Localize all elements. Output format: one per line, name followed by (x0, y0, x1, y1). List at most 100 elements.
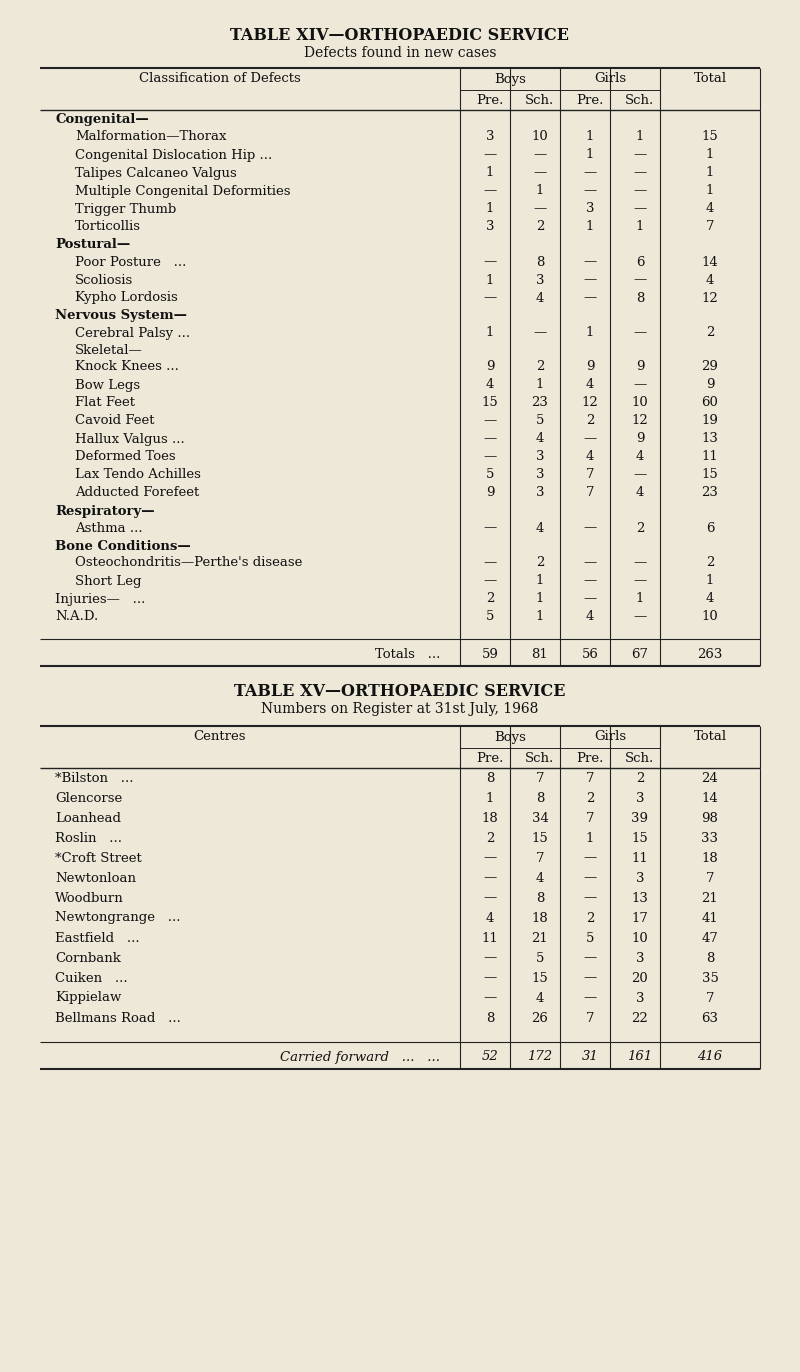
Text: 1: 1 (706, 184, 714, 198)
Text: 18: 18 (482, 811, 498, 825)
Text: Totals   ...: Totals ... (374, 648, 440, 660)
Text: —: — (534, 327, 546, 339)
Text: —: — (634, 468, 646, 482)
Text: 7: 7 (706, 992, 714, 1004)
Text: Cerebral Palsy ...: Cerebral Palsy ... (75, 327, 190, 339)
Text: —: — (483, 852, 497, 864)
Text: 47: 47 (702, 932, 718, 944)
Text: 6: 6 (706, 521, 714, 535)
Text: Knock Knees ...: Knock Knees ... (75, 361, 179, 373)
Text: —: — (534, 203, 546, 215)
Text: 5: 5 (536, 414, 544, 428)
Text: Glencorse: Glencorse (55, 792, 122, 804)
Text: 15: 15 (632, 831, 648, 845)
Text: 2: 2 (706, 327, 714, 339)
Text: 1: 1 (486, 273, 494, 287)
Text: —: — (534, 166, 546, 180)
Text: —: — (583, 992, 597, 1004)
Text: 3: 3 (486, 130, 494, 144)
Text: 67: 67 (631, 648, 649, 660)
Text: 14: 14 (702, 255, 718, 269)
Text: Sch.: Sch. (526, 752, 554, 764)
Text: 1: 1 (536, 593, 544, 605)
Text: 9: 9 (706, 379, 714, 391)
Text: 9: 9 (486, 361, 494, 373)
Text: 7: 7 (536, 771, 544, 785)
Text: Girls: Girls (594, 73, 626, 85)
Text: Boys: Boys (494, 730, 526, 744)
Text: —: — (634, 184, 646, 198)
Text: 21: 21 (702, 892, 718, 904)
Text: —: — (634, 575, 646, 587)
Text: —: — (583, 575, 597, 587)
Text: Malformation—Thorax: Malformation—Thorax (75, 130, 226, 144)
Text: 3: 3 (536, 487, 544, 499)
Text: 7: 7 (586, 487, 594, 499)
Text: 172: 172 (527, 1051, 553, 1063)
Text: 34: 34 (531, 811, 549, 825)
Text: —: — (583, 255, 597, 269)
Text: 35: 35 (702, 971, 718, 985)
Text: —: — (634, 327, 646, 339)
Text: 15: 15 (532, 971, 548, 985)
Text: —: — (583, 291, 597, 305)
Text: Girls: Girls (594, 730, 626, 744)
Text: Hallux Valgus ...: Hallux Valgus ... (75, 432, 185, 446)
Text: Pre.: Pre. (576, 752, 604, 764)
Text: —: — (583, 184, 597, 198)
Text: 56: 56 (582, 648, 598, 660)
Text: —: — (583, 871, 597, 885)
Text: 1: 1 (536, 611, 544, 623)
Text: —: — (583, 892, 597, 904)
Text: Sch.: Sch. (626, 752, 654, 764)
Text: Lax Tendo Achilles: Lax Tendo Achilles (75, 468, 201, 482)
Text: Respiratory—: Respiratory— (55, 505, 154, 517)
Text: —: — (634, 148, 646, 162)
Text: 1: 1 (536, 184, 544, 198)
Text: Injuries—   ...: Injuries— ... (55, 593, 146, 605)
Text: 12: 12 (632, 414, 648, 428)
Text: —: — (483, 892, 497, 904)
Text: 15: 15 (532, 831, 548, 845)
Text: 4: 4 (706, 203, 714, 215)
Text: 1: 1 (706, 166, 714, 180)
Text: 3: 3 (536, 273, 544, 287)
Text: 4: 4 (536, 871, 544, 885)
Text: —: — (483, 148, 497, 162)
Text: 1: 1 (536, 379, 544, 391)
Text: 1: 1 (586, 831, 594, 845)
Text: 1: 1 (636, 130, 644, 144)
Text: Total: Total (694, 730, 726, 744)
Text: 2: 2 (536, 221, 544, 233)
Text: —: — (634, 379, 646, 391)
Text: 10: 10 (532, 130, 548, 144)
Text: 33: 33 (702, 831, 718, 845)
Text: —: — (583, 593, 597, 605)
Text: 10: 10 (702, 611, 718, 623)
Text: 416: 416 (698, 1051, 722, 1063)
Text: —: — (583, 971, 597, 985)
Text: Asthma ...: Asthma ... (75, 521, 142, 535)
Text: 3: 3 (636, 992, 644, 1004)
Text: 8: 8 (536, 792, 544, 804)
Text: 4: 4 (586, 611, 594, 623)
Text: —: — (583, 273, 597, 287)
Text: 8: 8 (636, 291, 644, 305)
Text: 2: 2 (486, 593, 494, 605)
Text: 161: 161 (627, 1051, 653, 1063)
Text: —: — (634, 166, 646, 180)
Text: 4: 4 (486, 379, 494, 391)
Text: Postural—: Postural— (55, 239, 130, 251)
Text: Scoliosis: Scoliosis (75, 273, 134, 287)
Text: 1: 1 (486, 166, 494, 180)
Text: 4: 4 (706, 593, 714, 605)
Text: Flat Feet: Flat Feet (75, 397, 135, 409)
Text: 4: 4 (636, 450, 644, 464)
Text: Sch.: Sch. (626, 93, 654, 107)
Text: 59: 59 (482, 648, 498, 660)
Text: 52: 52 (482, 1051, 498, 1063)
Text: Pre.: Pre. (576, 93, 604, 107)
Text: 1: 1 (706, 575, 714, 587)
Text: Bow Legs: Bow Legs (75, 379, 140, 391)
Text: 4: 4 (586, 379, 594, 391)
